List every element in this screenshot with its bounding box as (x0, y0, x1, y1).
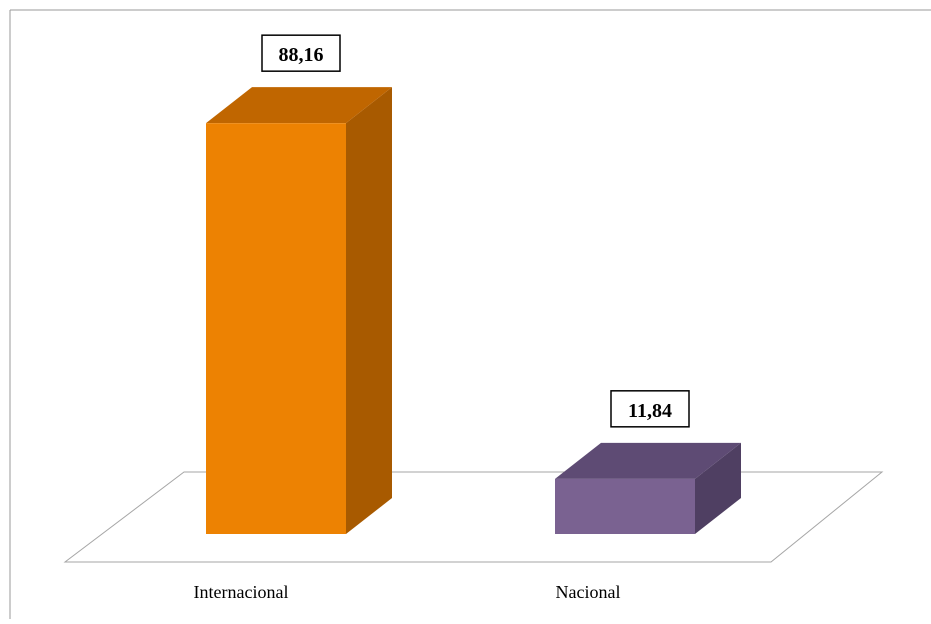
bar-internacional-side (346, 87, 392, 534)
bars-layer (206, 87, 741, 534)
data-label-box-nacional (610, 390, 690, 428)
data-label-box-internacional (261, 34, 341, 72)
chart-floor (63, 471, 884, 563)
bar-nacional-side (695, 442, 741, 534)
data-label-internacional: 88,16 (279, 44, 324, 66)
bar-internacional (206, 123, 346, 534)
bar-nacional-top (555, 442, 741, 479)
x-tick-label-internacional: Internacional (194, 582, 289, 602)
x-tick-label-nacional: Nacional (556, 582, 621, 602)
data-label-nacional: 11,84 (628, 400, 672, 422)
bar-nacional (555, 478, 695, 534)
labels-layer: 88,16 Internacional 11,84 Nacional (194, 34, 690, 602)
bar-internacional-top (206, 87, 392, 124)
